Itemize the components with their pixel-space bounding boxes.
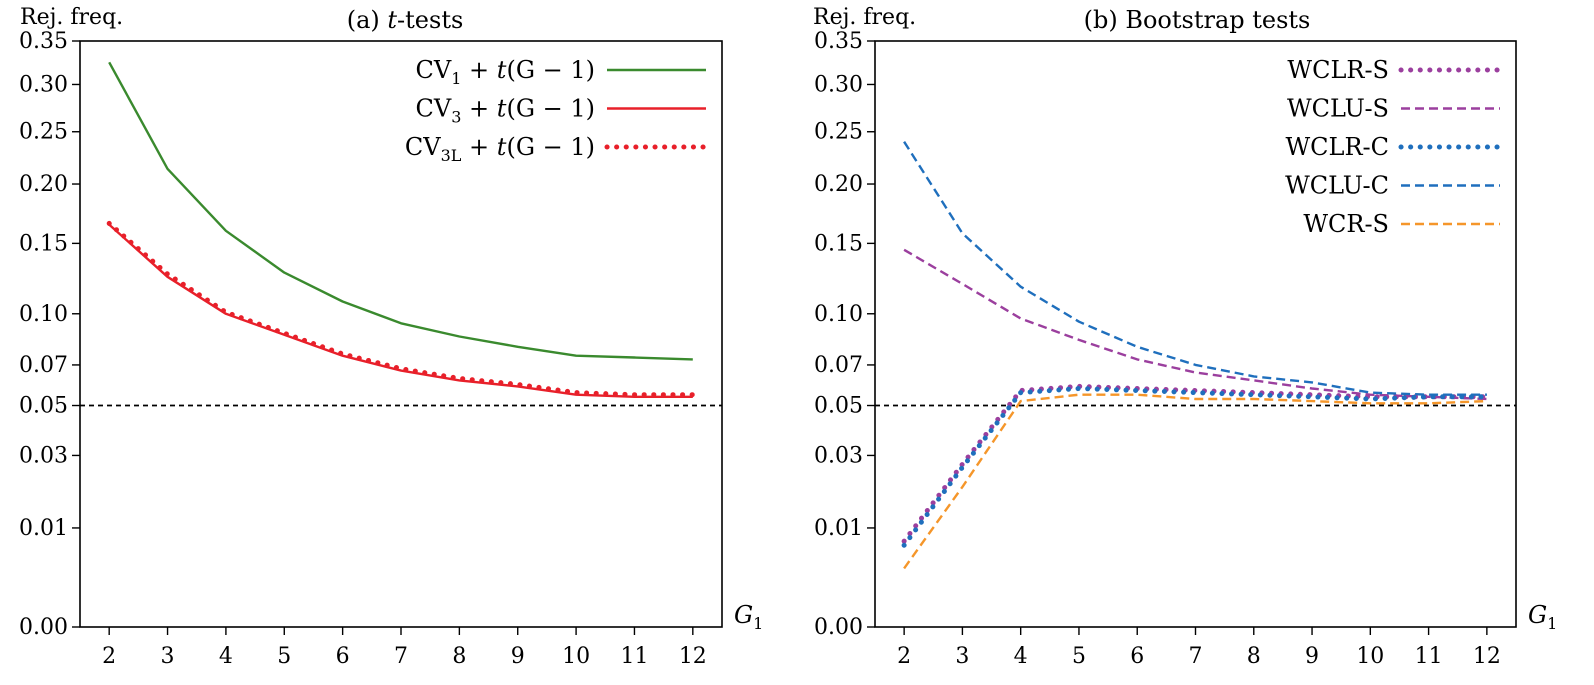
x-tick-label: 9	[1305, 644, 1319, 669]
x-tick-label: 10	[1356, 644, 1384, 669]
x-tick-label: 2	[102, 644, 116, 669]
x-tick-label: 11	[1415, 644, 1443, 669]
x-axis-label: G1	[734, 601, 763, 633]
y-tick-label: 0.15	[814, 231, 863, 256]
y-tick-label: 0.07	[814, 353, 863, 378]
y-tick-label: 0.10	[814, 302, 863, 327]
y-tick-label: 0.03	[814, 443, 863, 468]
legend-name-italic: t	[497, 56, 507, 84]
legend-name-italic: t	[497, 133, 507, 161]
y-tick-label: 0.03	[19, 443, 68, 468]
legend-entry-2: WCLR-C	[1285, 133, 1389, 161]
y-tick-label: 0.00	[19, 615, 68, 640]
y-tick-label: 0.25	[19, 120, 68, 145]
y-tick-label: 0.30	[19, 72, 68, 97]
panel-title-prefix: (b) Bootstrap tests	[1084, 6, 1311, 34]
y-tick-label: 0.01	[19, 516, 68, 541]
y-tick-label: 0.20	[19, 172, 68, 197]
chart-panel-a: 0.00 0.01 0.03 0.05 0.07 0.10 0.15 0.20 0.25 0.30…	[19, 5, 763, 669]
legend-name-italic: t	[497, 95, 507, 123]
x-tick-label: 2	[897, 644, 911, 669]
plot-frame	[874, 40, 1517, 628]
legend-name-main: WCLR-S	[1287, 56, 1389, 84]
legend-name-args: (G − 1)	[506, 133, 595, 161]
legend-name-main: CV	[405, 133, 441, 161]
series-line-cv-3	[108, 223, 693, 398]
series-line-cv-1	[108, 61, 693, 361]
x-tick-label: 7	[1189, 644, 1203, 669]
y-tick-label: 0.25	[814, 120, 863, 145]
y-tick-label: 0.05	[814, 394, 863, 419]
chart-panel-b: 0.00 0.01 0.03 0.05 0.07 0.10 0.15 0.20 0.25 0.30…	[813, 5, 1557, 669]
legend-name-sub: 3	[451, 108, 461, 127]
legend-entry-3: WCLU-C	[1285, 172, 1389, 200]
x-tick-label: 4	[219, 644, 233, 669]
legend-entry-1: CV3 + t(G − 1)	[416, 95, 595, 127]
panel-title-prefix: (a)	[347, 6, 388, 34]
x-tick-label: 3	[161, 644, 175, 669]
legend-name-args: (G − 1)	[506, 56, 595, 84]
legend-name-sub: 3L	[441, 146, 462, 165]
panel-title: (a) t-tests	[347, 6, 464, 34]
legend-name-tail: +	[461, 133, 496, 161]
legend-entry-4: WCR-S	[1303, 210, 1389, 238]
y-tick-label: 0.20	[814, 172, 863, 197]
x-tick-label: 12	[1473, 644, 1501, 669]
legend-name-sub: 1	[451, 69, 461, 88]
y-axis-label: Rej. freq.	[20, 5, 123, 30]
y-tick-label: 0.35	[19, 29, 68, 54]
series-line-wclu-c	[903, 141, 1487, 396]
x-tick-label: 9	[511, 644, 525, 669]
x-tick-label: 5	[277, 644, 291, 669]
series-line-wcr-s	[903, 393, 1487, 570]
y-tick-label: 0.30	[814, 72, 863, 97]
y-tick-label: 0.15	[19, 231, 68, 256]
panel-title: (b) Bootstrap tests	[1084, 6, 1311, 34]
x-tick-label: 10	[562, 644, 590, 669]
x-axis-label-sub: 1	[753, 614, 763, 633]
x-tick-label: 5	[1072, 644, 1086, 669]
x-tick-label: 12	[679, 644, 707, 669]
legend-entry-2: CV3L + t(G − 1)	[405, 133, 595, 165]
y-tick-label: 0.10	[19, 302, 68, 327]
x-axis-label-main: G	[734, 601, 753, 629]
legend-name-main: WCR-S	[1303, 210, 1389, 238]
legend-entry-0: CV1 + t(G − 1)	[416, 56, 595, 88]
series-line-wclr-c	[901, 386, 1490, 548]
plot-frame	[79, 40, 723, 628]
x-axis-label-main: G	[1528, 601, 1547, 629]
legend-name-args: (G − 1)	[506, 95, 595, 123]
legend-name-main: CV	[416, 95, 452, 123]
legend-name-main: WCLU-C	[1285, 172, 1389, 200]
y-tick-label: 0.01	[814, 516, 863, 541]
legend-entry-0: WCLR-S	[1287, 56, 1389, 84]
legend-name-tail: +	[461, 56, 496, 84]
legend-entry-1: WCLU-S	[1287, 95, 1389, 123]
series-line-cv-3l	[106, 220, 696, 398]
x-tick-label: 6	[1130, 644, 1144, 669]
y-tick-label: 0.35	[814, 29, 863, 54]
legend-name-main: WCLR-C	[1285, 133, 1389, 161]
series-line-wclu-s	[903, 248, 1487, 401]
y-tick-label: 0.05	[19, 394, 68, 419]
x-tick-label: 4	[1014, 644, 1028, 669]
series-line-wclr-s	[901, 383, 1490, 544]
panel-title-italic: t	[387, 6, 397, 34]
x-tick-label: 8	[452, 644, 466, 669]
y-axis-label: Rej. freq.	[813, 5, 916, 30]
y-tick-label: 0.07	[19, 353, 68, 378]
x-axis-label: G1	[1528, 601, 1557, 633]
x-axis-label-sub: 1	[1547, 614, 1557, 633]
x-tick-label: 6	[336, 644, 350, 669]
x-tick-label: 8	[1247, 644, 1261, 669]
legend-name-tail: +	[461, 95, 496, 123]
panel-title-suffix: -tests	[397, 6, 463, 34]
legend-name-main: WCLU-S	[1287, 95, 1389, 123]
x-tick-label: 11	[620, 644, 648, 669]
legend-name-main: CV	[416, 56, 452, 84]
x-tick-label: 7	[394, 644, 408, 669]
x-tick-label: 3	[955, 644, 969, 669]
y-tick-label: 0.00	[814, 615, 863, 640]
